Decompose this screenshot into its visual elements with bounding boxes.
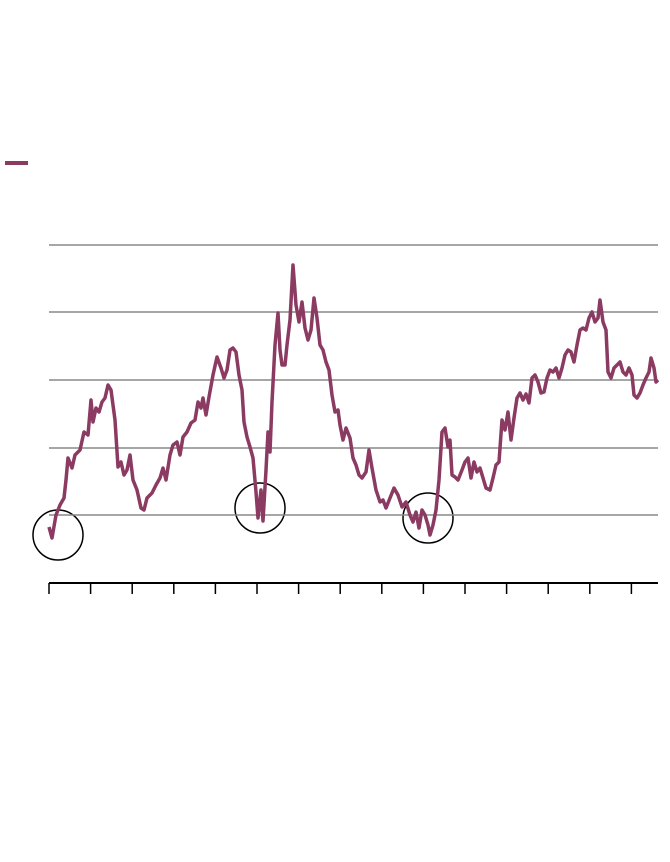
- line: [47, 263, 660, 540]
- annotation-circle: [402, 492, 454, 544]
- annotation-circle: [32, 509, 84, 561]
- annotation-circle: [234, 482, 286, 534]
